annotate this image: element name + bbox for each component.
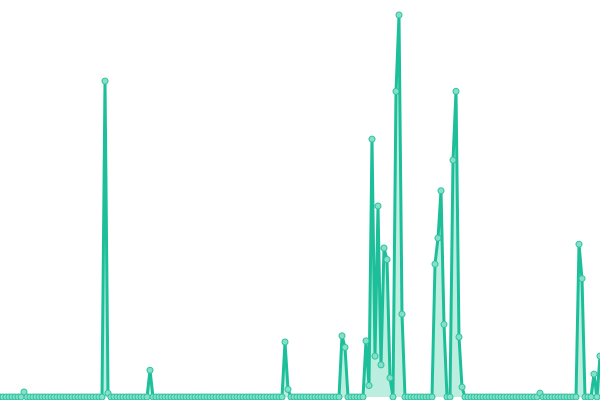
data-point (383, 255, 391, 263)
data-point (143, 393, 151, 400)
data-point (284, 385, 292, 393)
data-point (575, 240, 583, 248)
data-point (341, 343, 349, 351)
data-point (101, 77, 109, 85)
data-point (446, 393, 454, 400)
data-point (389, 393, 397, 400)
data-point (437, 187, 445, 195)
data-point (20, 388, 28, 396)
data-point (98, 393, 106, 400)
data-point (278, 393, 286, 400)
data-point (380, 244, 388, 252)
data-point (281, 338, 289, 346)
data-point (434, 234, 442, 242)
data-point (359, 393, 367, 400)
data-point (455, 333, 463, 341)
data-point (428, 393, 436, 400)
data-point (335, 393, 343, 400)
data-point (593, 393, 600, 400)
area-layer (0, 15, 600, 397)
data-point (392, 87, 400, 95)
data-point (590, 370, 598, 378)
data-point (440, 320, 448, 328)
data-point (449, 156, 457, 164)
data-point (398, 310, 406, 318)
data-point (377, 361, 385, 369)
data-point (146, 366, 154, 374)
data-point (362, 337, 370, 345)
data-point (386, 374, 394, 382)
data-point (374, 202, 382, 210)
data-point (572, 393, 580, 400)
data-point (365, 382, 373, 390)
data-point (587, 393, 595, 400)
data-point (458, 383, 466, 391)
data-point (368, 135, 376, 143)
data-point (452, 87, 460, 95)
series-line (0, 13, 600, 399)
series-area (0, 15, 600, 397)
point-layer (0, 11, 600, 400)
line-layer (0, 13, 600, 399)
data-point (431, 260, 439, 268)
data-point (596, 352, 600, 360)
data-point (578, 275, 586, 283)
data-point (371, 352, 379, 360)
data-point (338, 332, 346, 340)
data-point (395, 11, 403, 19)
